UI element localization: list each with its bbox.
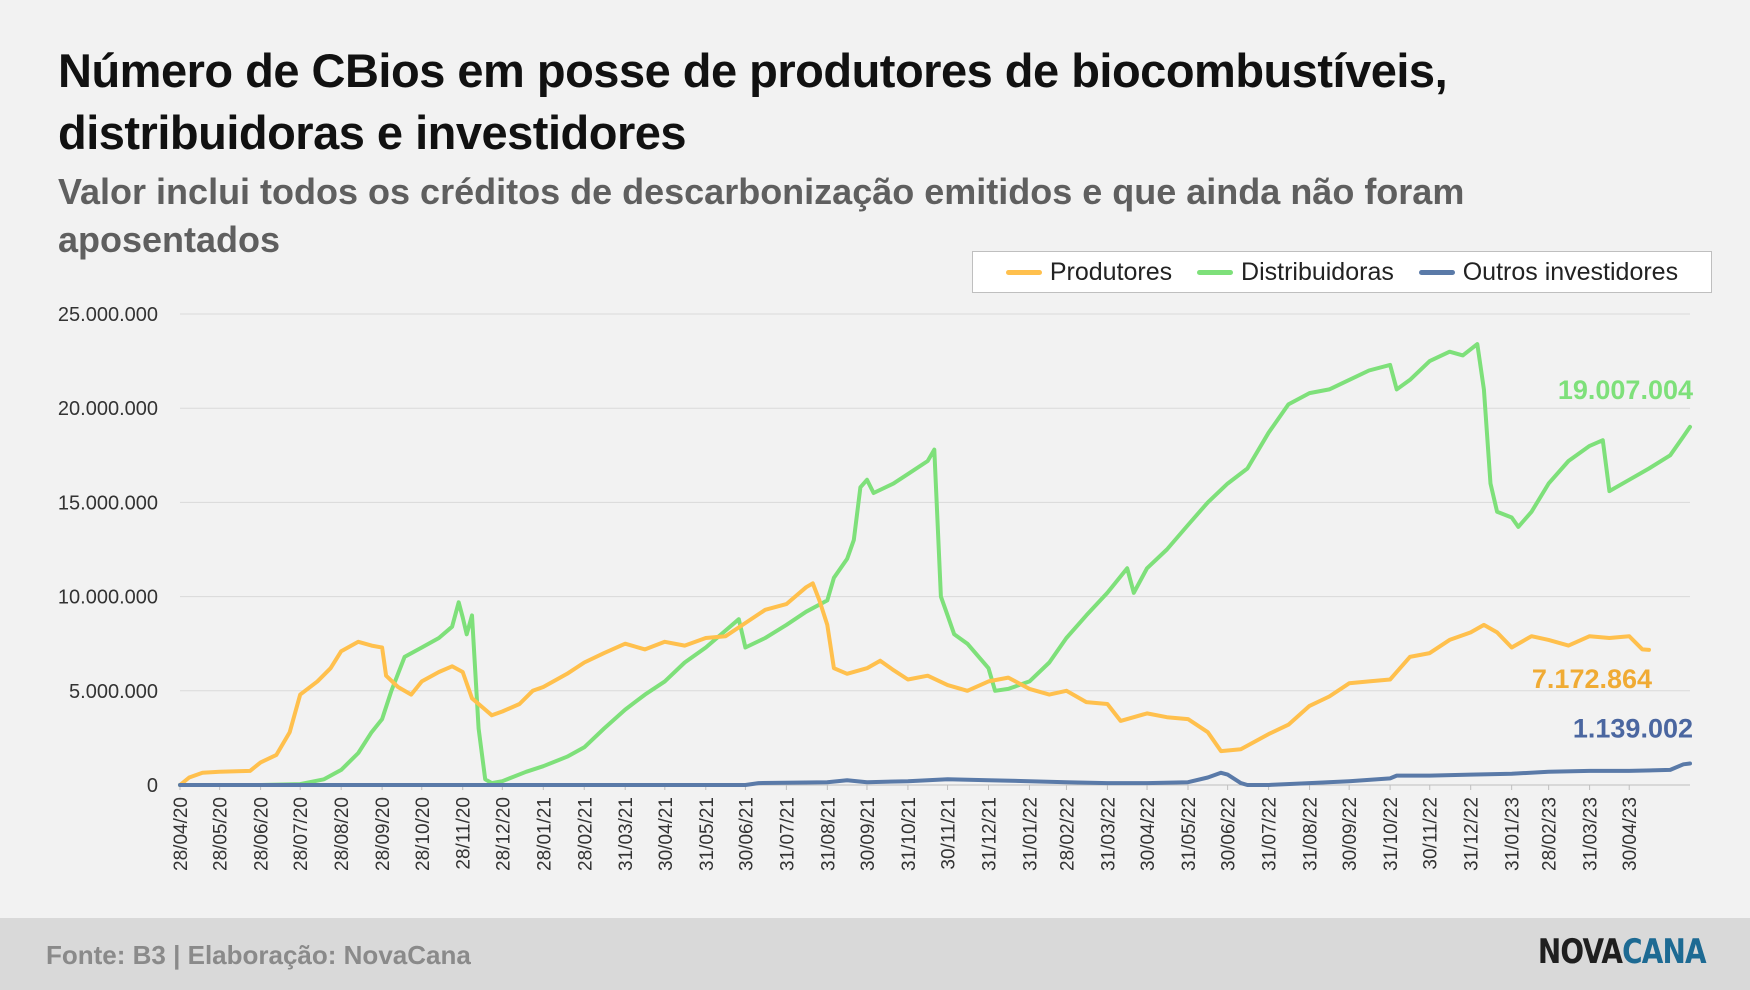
x-tick-label: 31/12/21 — [980, 797, 1001, 871]
x-tick-label: 28/02/21 — [575, 797, 596, 871]
series-line-0 — [178, 581, 1651, 787]
chart-legend: Produtores Distribuidoras Outros investi… — [972, 251, 1712, 293]
x-tick-label: 30/06/21 — [736, 797, 757, 871]
end-label-0: 7.172.864 — [1532, 664, 1652, 694]
x-tick-label: 30/11/22 — [1421, 797, 1442, 870]
y-tick-label: 5.000.000 — [69, 681, 158, 703]
x-tick-label: 30/09/21 — [858, 797, 879, 871]
x-tick-label: 28/01/21 — [534, 797, 555, 871]
legend-label-outros: Outros investidores — [1462, 257, 1679, 286]
x-tick-label: 31/05/22 — [1179, 797, 1200, 871]
legend-swatch-outros — [1418, 269, 1455, 275]
line-chart: 25.000.000 20.000.000 15.000.000 10.000.000… — [58, 304, 1693, 871]
x-tick-label: 28/10/20 — [413, 797, 434, 871]
legend-label-distribuidoras: Distribuidoras — [1241, 257, 1394, 286]
x-tick-label: 28/05/20 — [211, 797, 232, 871]
end-label-1: 19.007.004 — [1558, 375, 1693, 405]
legend-swatch-distribuidoras — [1197, 269, 1234, 275]
legend-item-outros: Outros investidores — [1418, 257, 1679, 287]
x-tick-label: 30/06/22 — [1219, 797, 1240, 871]
x-tick-label: 31/10/22 — [1381, 797, 1402, 871]
x-tick-label: 31/07/21 — [777, 797, 798, 871]
source-note: Fonte: B3 | Elaboração: NovaCana — [46, 940, 471, 970]
x-tick-label: 31/03/21 — [616, 797, 637, 871]
y-tick-label: 15.000.000 — [58, 492, 158, 514]
series-line-2 — [178, 761, 1692, 787]
x-tick-label: 30/11/21 — [939, 797, 960, 870]
x-tick-label: 28/11/20 — [454, 797, 475, 870]
x-tick-label: 28/07/20 — [291, 797, 312, 871]
legend-swatch-produtores — [1005, 269, 1042, 275]
y-tick-label: 20.000.000 — [58, 398, 158, 420]
x-tick-label: 30/04/22 — [1138, 797, 1159, 871]
chart-title: Número de CBios em posse de produtores d… — [58, 44, 1448, 159]
footer-bar: Fonte: B3 | Elaboração: NovaCana NOVACAN… — [0, 918, 1750, 990]
series-line-1 — [178, 342, 1692, 787]
x-tick-label: 28/08/20 — [332, 797, 353, 871]
x-tick-label: 31/05/21 — [697, 797, 718, 871]
y-tick-label: 25.000.000 — [58, 304, 158, 326]
x-tick-label: 31/03/23 — [1581, 797, 1602, 871]
x-tick-label: 30/09/22 — [1340, 797, 1361, 871]
x-tick-label: 28/04/20 — [171, 797, 192, 871]
x-tick-label: 28/06/20 — [252, 797, 273, 871]
x-tick-label: 31/01/22 — [1020, 797, 1041, 871]
x-tick-label: 30/04/21 — [656, 797, 677, 871]
end-label-2: 1.139.002 — [1573, 714, 1693, 744]
x-tick-label: 31/10/21 — [899, 797, 920, 871]
y-tick-label: 0 — [147, 775, 158, 797]
x-tick-label: 31/08/22 — [1301, 797, 1322, 871]
x-tick-label: 28/09/20 — [373, 797, 394, 871]
legend-item-distribuidoras: Distribuidoras — [1197, 258, 1394, 287]
x-tick-label: 28/02/23 — [1540, 797, 1561, 871]
legend-label-produtores: Produtores — [1049, 257, 1173, 286]
x-tick-label: 31/12/22 — [1462, 797, 1483, 871]
x-tick-label: 28/02/22 — [1057, 797, 1078, 871]
x-tick-label: 31/07/22 — [1260, 797, 1281, 871]
x-tick-label: 28/12/20 — [493, 797, 514, 871]
x-tick-label: 31/03/22 — [1098, 797, 1119, 871]
x-tick-label: 31/01/23 — [1503, 797, 1524, 871]
x-tick-label: 31/08/21 — [818, 797, 839, 871]
x-tick-label: 30/04/23 — [1620, 797, 1641, 871]
chart-subtitle: Valor inclui todos os créditos de descar… — [58, 171, 1465, 260]
novacana-logo: NOVACANA — [1538, 932, 1707, 972]
y-tick-label: 10.000.000 — [58, 587, 158, 609]
legend-item-produtores: Produtores — [1005, 257, 1173, 287]
